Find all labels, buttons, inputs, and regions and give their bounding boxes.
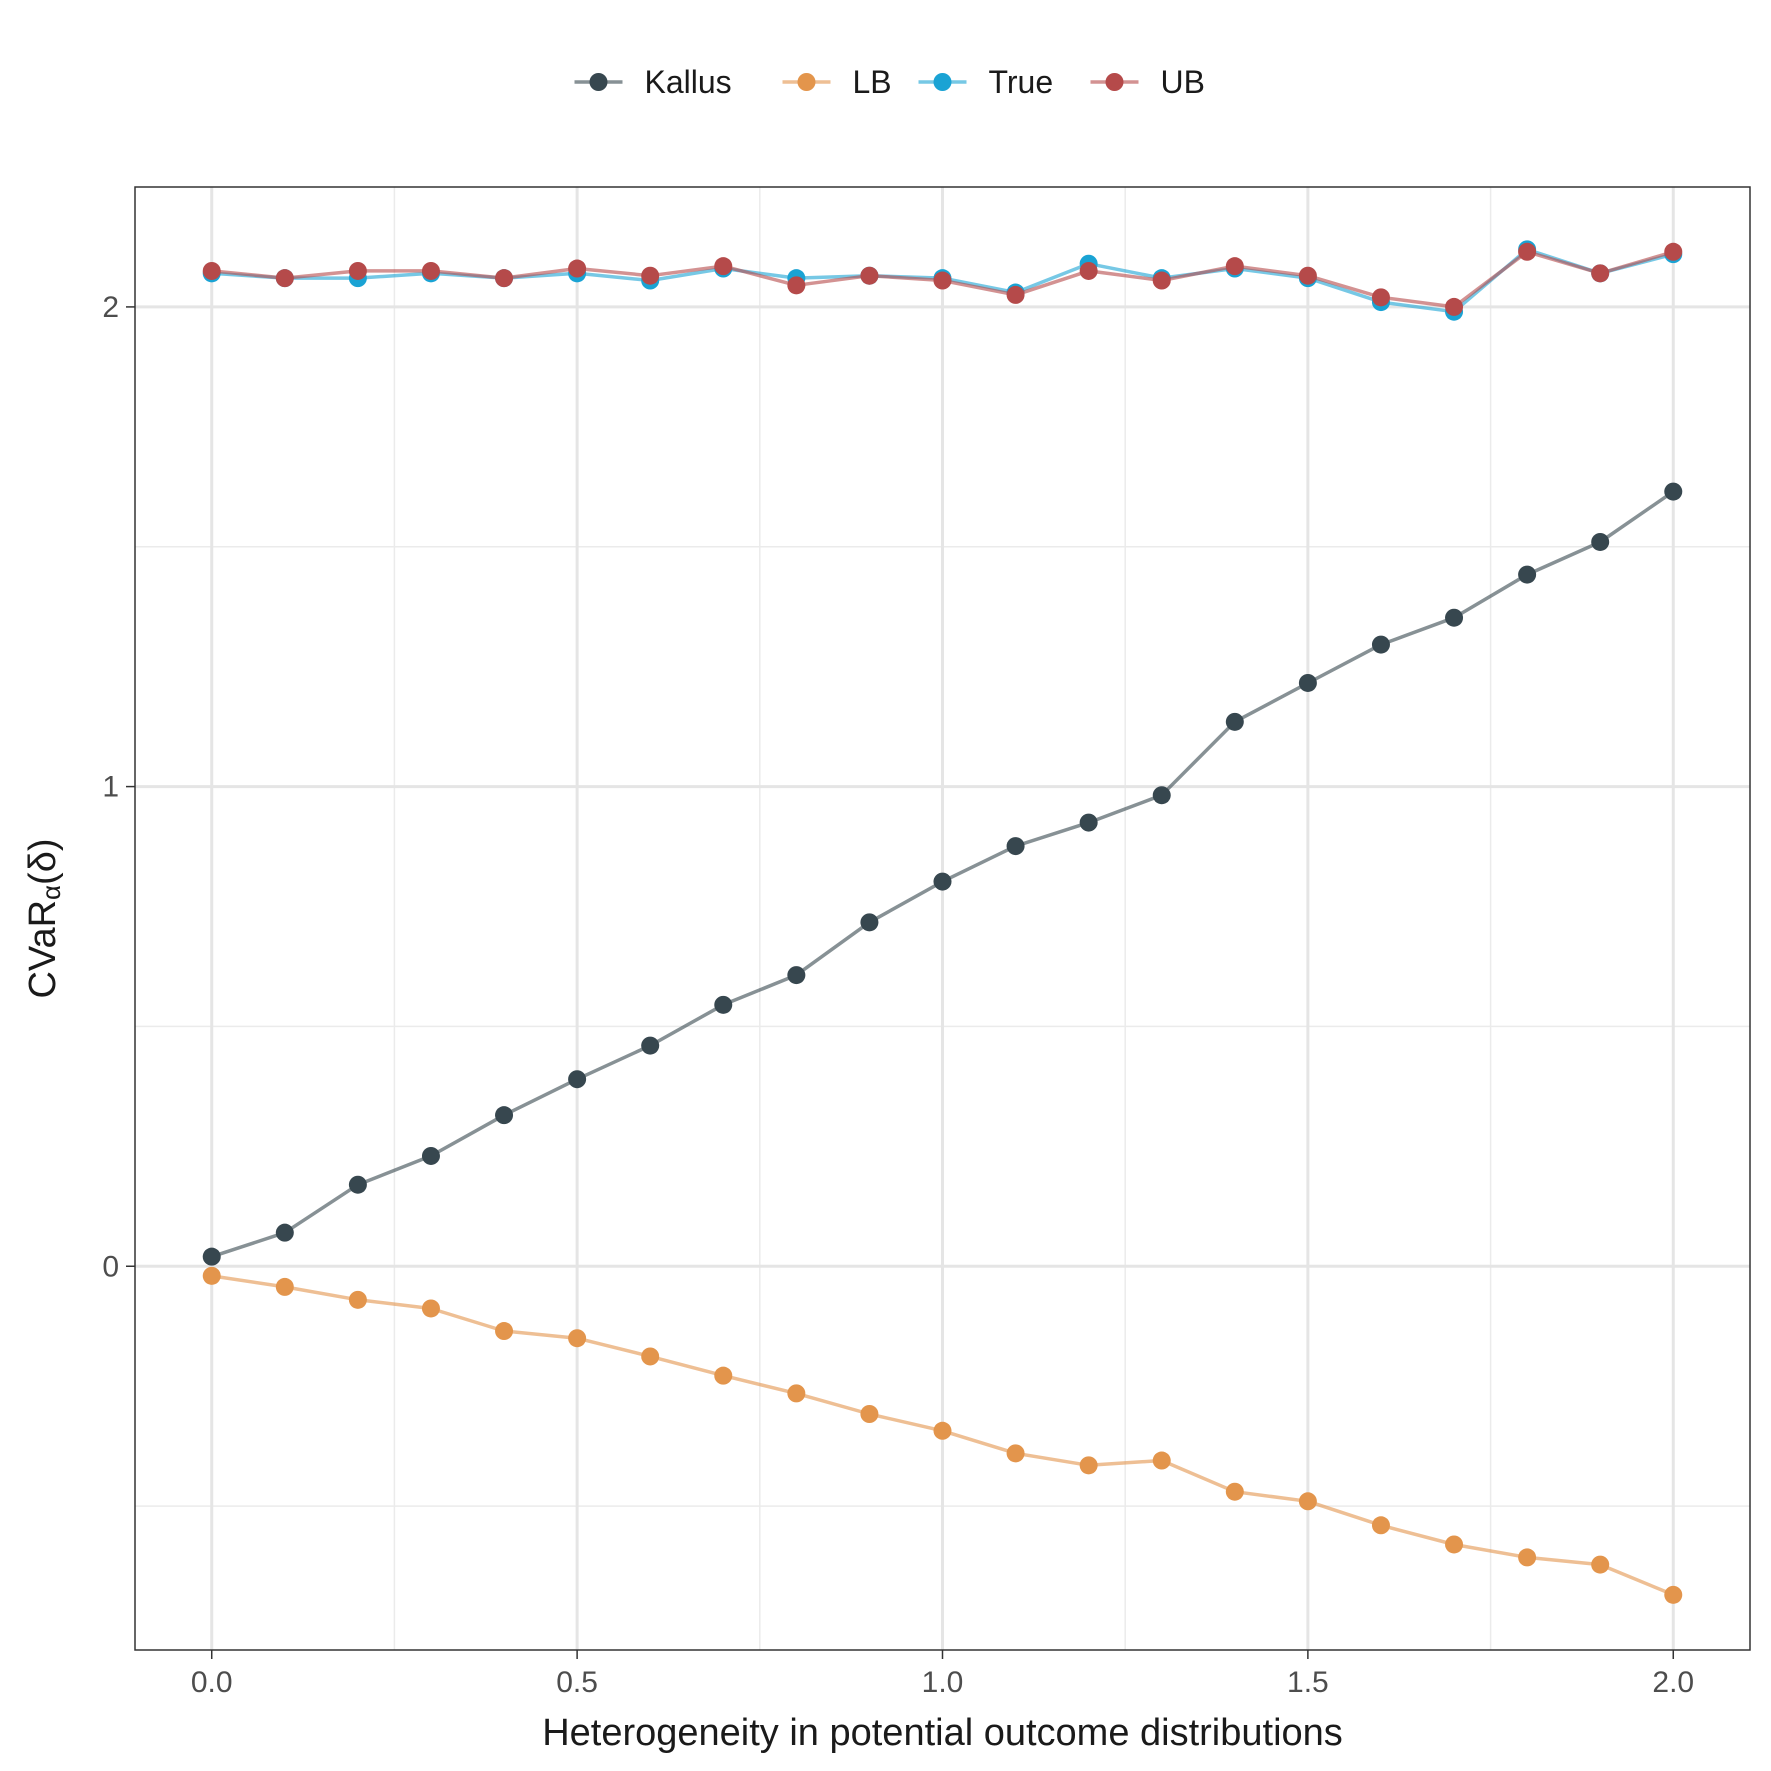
- data-point-lb: [1371, 1516, 1390, 1535]
- legend: Kallus LB True UB: [574, 64, 1205, 100]
- data-point-ub: [202, 261, 221, 280]
- data-point-ub: [787, 276, 806, 295]
- legend-item-true: True: [918, 64, 1054, 100]
- data-point-lb: [1445, 1535, 1464, 1554]
- data-point-ub: [641, 266, 660, 285]
- data-point-kallus: [860, 913, 879, 932]
- data-point-kallus: [1152, 786, 1171, 805]
- data-point-lb: [1225, 1482, 1244, 1501]
- data-point-ub: [1371, 288, 1390, 307]
- series: [202, 240, 1683, 1604]
- data-point-lb: [1006, 1444, 1025, 1463]
- y-tick-label: 2: [102, 291, 119, 324]
- data-point-lb: [641, 1347, 660, 1366]
- data-point-kallus: [1518, 565, 1537, 584]
- data-point-lb: [1664, 1585, 1683, 1604]
- data-point-ub: [1591, 264, 1610, 283]
- x-axis-title: Heterogeneity in potential outcome distr…: [542, 1712, 1343, 1754]
- data-point-kallus: [714, 995, 733, 1014]
- data-point-kallus: [1664, 482, 1683, 501]
- data-point-kallus: [348, 1175, 367, 1194]
- x-tick-label: 1.0: [922, 1666, 964, 1699]
- data-point-lb: [1518, 1548, 1537, 1567]
- data-point-kallus: [641, 1036, 660, 1055]
- x-tick-label: 0.0: [191, 1666, 233, 1699]
- data-point-kallus: [1298, 673, 1317, 692]
- x-tick-label: 2.0: [1652, 1666, 1694, 1699]
- data-point-lb: [860, 1405, 879, 1424]
- y-tick-label: 0: [102, 1250, 119, 1283]
- data-point-ub: [1445, 297, 1464, 316]
- series-lb: [202, 1266, 1683, 1604]
- y-axis-title-argument: (δ): [22, 838, 64, 884]
- legend-item-lb: LB: [782, 64, 892, 100]
- data-point-lb: [568, 1329, 587, 1348]
- legend-label: LB: [853, 64, 892, 100]
- data-point-kallus: [495, 1106, 514, 1125]
- legend-item-kallus: Kallus: [574, 64, 732, 100]
- legend-label: Kallus: [645, 64, 732, 100]
- legend-key-point: [589, 73, 608, 91]
- data-point-lb: [714, 1366, 733, 1385]
- data-point-lb: [787, 1384, 806, 1403]
- data-point-lb: [275, 1277, 294, 1296]
- data-point-kallus: [1371, 635, 1390, 654]
- data-point-ub: [1518, 242, 1537, 261]
- series-kallus: [202, 482, 1683, 1266]
- data-point-lb: [421, 1299, 440, 1318]
- data-point-lb: [933, 1421, 952, 1440]
- data-point-lb: [1079, 1456, 1098, 1475]
- data-point-kallus: [1079, 813, 1098, 832]
- series-ub: [202, 242, 1683, 316]
- data-point-kallus: [1006, 837, 1025, 856]
- y-axis-title-main: CVaR: [22, 900, 64, 999]
- data-point-ub: [1664, 242, 1683, 261]
- data-point-ub: [933, 271, 952, 290]
- axes: 0.0 0.5 1.0 1.5 2.0 0 1 2: [102, 291, 1694, 1699]
- data-point-kallus: [1445, 608, 1464, 627]
- data-point-ub: [1298, 266, 1317, 285]
- legend-key-point: [1105, 73, 1124, 91]
- data-point-ub: [714, 257, 733, 276]
- data-point-ub: [1225, 257, 1244, 276]
- data-point-kallus: [1591, 532, 1610, 551]
- legend-key-point: [933, 73, 952, 91]
- data-point-kallus: [1225, 712, 1244, 731]
- grid: [135, 187, 1750, 1650]
- data-point-kallus: [202, 1247, 221, 1266]
- data-point-lb: [1152, 1451, 1171, 1470]
- x-tick-label: 1.5: [1287, 1666, 1329, 1699]
- data-point-kallus: [568, 1070, 587, 1089]
- data-point-ub: [275, 269, 294, 288]
- data-point-ub: [568, 259, 587, 278]
- data-point-lb: [495, 1322, 514, 1341]
- data-point-lb: [1298, 1492, 1317, 1511]
- legend-item-ub: UB: [1090, 64, 1205, 100]
- data-point-ub: [860, 266, 879, 285]
- data-point-ub: [1152, 271, 1171, 290]
- legend-key-point: [797, 73, 816, 91]
- data-point-ub: [421, 261, 440, 280]
- data-point-ub: [1006, 285, 1025, 304]
- data-point-ub: [1079, 261, 1098, 280]
- legend-label: True: [989, 64, 1054, 100]
- y-tick-label: 1: [102, 771, 119, 804]
- data-point-kallus: [421, 1146, 440, 1165]
- data-point-lb: [1591, 1555, 1610, 1574]
- data-point-lb: [202, 1266, 221, 1285]
- y-axis-title-subscript: α: [36, 885, 66, 900]
- data-point-ub: [495, 269, 514, 288]
- data-point-kallus: [787, 966, 806, 985]
- data-point-kallus: [933, 872, 952, 891]
- data-point-kallus: [275, 1223, 294, 1242]
- data-point-ub: [348, 261, 367, 280]
- data-point-lb: [348, 1290, 367, 1309]
- legend-label: UB: [1161, 64, 1205, 100]
- y-axis-title: CVaRα(δ): [22, 838, 66, 998]
- x-tick-label: 0.5: [556, 1666, 598, 1699]
